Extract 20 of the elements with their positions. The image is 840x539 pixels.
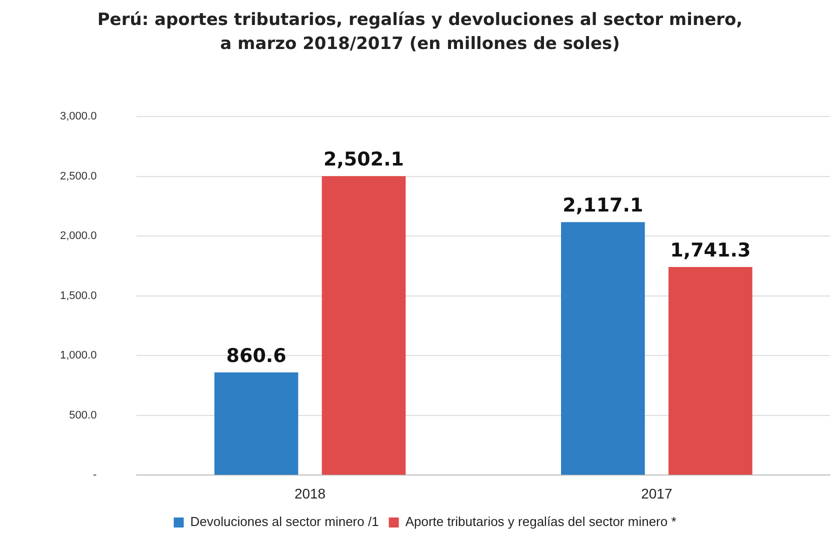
data-label: 1,741.3 bbox=[670, 239, 751, 262]
y-tick-label: - bbox=[93, 469, 98, 482]
data-label: 860.6 bbox=[226, 344, 286, 367]
bar bbox=[214, 372, 298, 475]
x-tick-label: 2017 bbox=[641, 485, 672, 502]
legend-label: Devoluciones al sector minero /1 bbox=[190, 514, 379, 530]
bar bbox=[561, 222, 645, 475]
y-tick-label: 500.0 bbox=[69, 409, 97, 422]
chart-title: Perú: aportes tributarios, regalías y devoluciones al sector minero, a marzo 2018/2017 (en millones de soles) bbox=[96, 9, 744, 56]
bar bbox=[322, 176, 406, 475]
y-tick-label: 1,000.0 bbox=[60, 350, 97, 362]
y-tick-label: 3,000.0 bbox=[60, 110, 97, 123]
bar bbox=[668, 267, 752, 475]
y-tick-label: 2,000.0 bbox=[60, 230, 97, 242]
y-tick-label: 1,500.0 bbox=[60, 290, 97, 302]
x-tick-label: 2018 bbox=[294, 485, 326, 502]
data-label: 2,502.1 bbox=[323, 148, 404, 171]
data-label: 2,117.1 bbox=[562, 194, 644, 217]
legend-label: Aporte tributarios y regalías del sector minero * bbox=[405, 514, 676, 530]
y-tick-label: 2,500.0 bbox=[60, 170, 97, 182]
